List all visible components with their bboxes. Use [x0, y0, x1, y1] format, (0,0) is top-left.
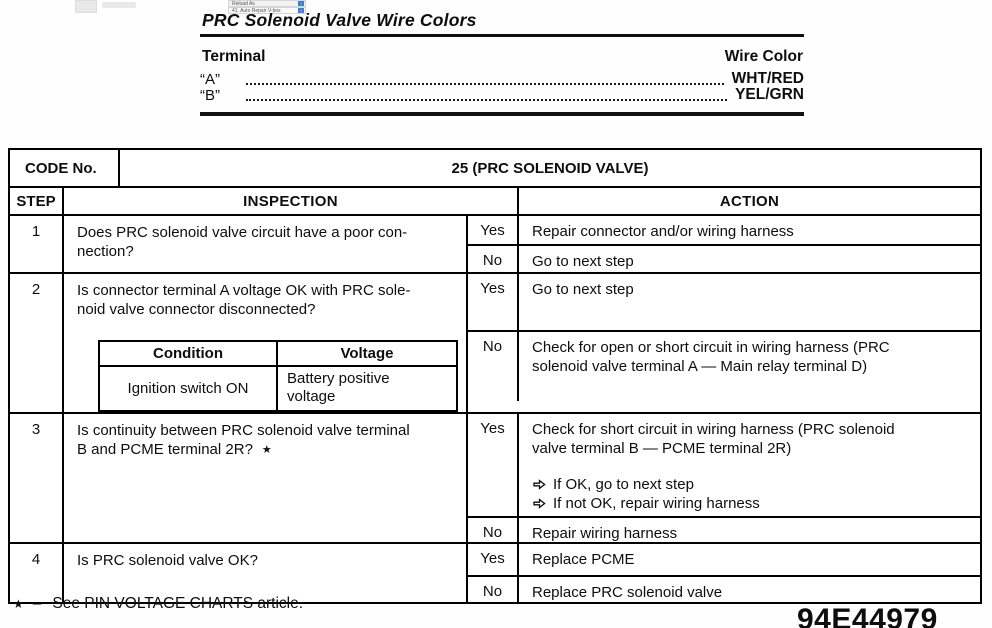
figure-number: 94E44979	[797, 603, 938, 628]
step-number: 2	[10, 274, 64, 412]
action-cell: Go to next step	[532, 281, 634, 298]
terminal-label: “B”	[200, 87, 220, 104]
inspection-text: nection?	[77, 243, 134, 260]
yes-branch-row: Yes Replace PCME	[468, 544, 980, 575]
inspection-text: Is connector terminal A voltage OK with …	[77, 282, 411, 299]
action-text: Check for short circuit in wiring harnes…	[532, 421, 895, 438]
inspection-text: B and PCME terminal 2R? ★	[77, 440, 458, 460]
action-cell: Check for short circuit in wiring harnes…	[519, 414, 980, 516]
inspection-cell: Is connector terminal A voltage OK with …	[64, 274, 468, 412]
voltage-column-header: Voltage	[340, 345, 394, 362]
wire-color-value: YEL/GRN	[735, 86, 804, 103]
voltage-text: Battery positive	[287, 370, 390, 387]
condition-value: Ignition switch ON	[100, 367, 278, 410]
action-cell: Replace PCME	[532, 551, 635, 568]
terminal-column-header: Terminal	[202, 48, 266, 65]
arrow-right-icon	[533, 498, 546, 509]
context-menu-item[interactable]: Reload As ›	[228, 0, 306, 7]
no-branch-row: No Check for open or short circuit in wi…	[468, 330, 980, 401]
note-text: If OK, go to next step	[553, 476, 694, 493]
voltage-value: Battery positive voltage	[278, 367, 456, 410]
action-cell: Check for open or short circuit in wirin…	[519, 332, 980, 401]
context-menu-item-label: Reload As	[232, 0, 255, 7]
step-number: 4	[10, 544, 64, 602]
step-number: 3	[10, 414, 64, 542]
note-item: If not OK, repair wiring harness	[532, 494, 972, 513]
action-column-header: ACTION	[719, 192, 780, 210]
arrow-right-icon	[533, 479, 546, 490]
condition-voltage-table: Condition Voltage Ignition switch ON Bat…	[98, 340, 458, 412]
voltage-text: voltage	[287, 388, 336, 405]
inspection-column-header: INSPECTION	[64, 188, 519, 214]
inspection-text: Is continuity between PRC solenoid valve…	[77, 422, 410, 439]
yes-label: Yes	[468, 414, 519, 516]
yes-branch-row: Yes Check for short circuit in wiring ha…	[468, 414, 980, 516]
arrow-right-icon: ›	[298, 8, 304, 13]
wire-color-row: “A” WHT/RED	[200, 70, 804, 88]
table-row: 1 Does PRC solenoid valve circuit have a…	[10, 216, 980, 274]
no-label: No	[468, 246, 519, 272]
yes-branch-row: Yes Repair connector and/or wiring harne…	[468, 216, 980, 244]
action-text: Check for open or short circuit in wirin…	[532, 339, 890, 356]
inspection-text: noid valve connector disconnected?	[77, 301, 316, 318]
no-branch-row: No Replace PRC solenoid valve	[468, 575, 980, 602]
wire-color-row: “B” YEL/GRN	[200, 86, 804, 104]
action-text: valve terminal B — PCME terminal 2R)	[532, 440, 792, 457]
code-no-value: 25 (PRC SOLENOID VALVE)	[451, 159, 649, 177]
scan-artifact-box	[75, 0, 97, 13]
note-item: If OK, go to next step	[532, 475, 972, 494]
note-text: If not OK, repair wiring harness	[553, 495, 760, 512]
table-row: 2 Is connector terminal A voltage OK wit…	[10, 274, 980, 414]
inspection-text: Does PRC solenoid valve circuit have a p…	[77, 224, 408, 241]
inspection-cell: Is continuity between PRC solenoid valve…	[64, 414, 468, 542]
footnote: ★ – See PIN VOLTAGE CHARTS article.	[13, 595, 303, 613]
condition-row: Ignition switch ON Battery positive volt…	[100, 367, 456, 410]
footnote-star-icon: ★	[13, 597, 24, 611]
footnote-text: See PIN VOLTAGE CHARTS article.	[52, 595, 304, 612]
context-menu-item-label: 41. Auto Repair V-box	[232, 7, 281, 14]
wire-colors-section: PRC Solenoid Valve Wire Colors Terminal …	[200, 10, 804, 116]
inspection-text: B and PCME terminal 2R?	[77, 441, 253, 458]
wire-colors-title: PRC Solenoid Valve Wire Colors	[202, 10, 477, 30]
no-label: No	[468, 332, 519, 401]
code-row: CODE No. 25 (PRC SOLENOID VALVE)	[10, 150, 980, 188]
condition-column-header: Condition	[100, 342, 278, 365]
action-cell: Replace PRC solenoid valve	[532, 584, 723, 601]
no-branch-row: No Go to next step	[468, 244, 980, 272]
table-header-row: STEP INSPECTION ACTION	[10, 188, 980, 216]
table-row: 4 Is PRC solenoid valve OK? Yes Replace …	[10, 544, 980, 602]
inspection-cell: Is PRC solenoid valve OK?	[64, 544, 468, 602]
no-label: No	[468, 518, 519, 542]
yes-branch-row: Yes Go to next step	[468, 274, 980, 330]
action-text: solenoid valve terminal A — Main relay t…	[532, 358, 868, 375]
arrow-right-icon: ›	[298, 1, 304, 6]
dotted-leader	[246, 99, 728, 101]
wire-color-column-header: Wire Color	[724, 48, 803, 65]
scan-artifact-smudge	[102, 2, 136, 8]
no-label: No	[468, 577, 519, 602]
dotted-leader	[246, 83, 724, 85]
inspection-cell: Does PRC solenoid valve circuit have a p…	[64, 216, 468, 272]
action-cell: Repair connector and/or wiring harness	[532, 223, 794, 240]
context-menu-item[interactable]: 41. Auto Repair V-box ›	[228, 7, 306, 14]
no-branch-row: No Repair wiring harness	[468, 516, 980, 542]
yes-label: Yes	[468, 544, 519, 575]
action-cell: Repair wiring harness	[532, 525, 678, 542]
diagnostic-table: CODE No. 25 (PRC SOLENOID VALVE) STEP IN…	[8, 148, 982, 604]
context-menu-artifact: Reload As › 41. Auto Repair V-box ›	[228, 0, 306, 14]
yes-label: Yes	[468, 274, 519, 330]
divider	[200, 34, 804, 37]
step-column-header: STEP	[10, 188, 64, 214]
terminal-label: “A”	[200, 71, 220, 88]
footnote-separator: –	[32, 595, 42, 612]
footnote-star-icon: ★	[261, 444, 272, 456]
divider	[200, 112, 804, 116]
code-no-label: CODE No.	[10, 150, 120, 186]
table-row: 3 Is continuity between PRC solenoid val…	[10, 414, 980, 544]
wire-color-value: WHT/RED	[731, 70, 804, 87]
step-number: 1	[10, 216, 64, 272]
yes-label: Yes	[468, 216, 519, 244]
action-cell: Go to next step	[532, 253, 634, 270]
